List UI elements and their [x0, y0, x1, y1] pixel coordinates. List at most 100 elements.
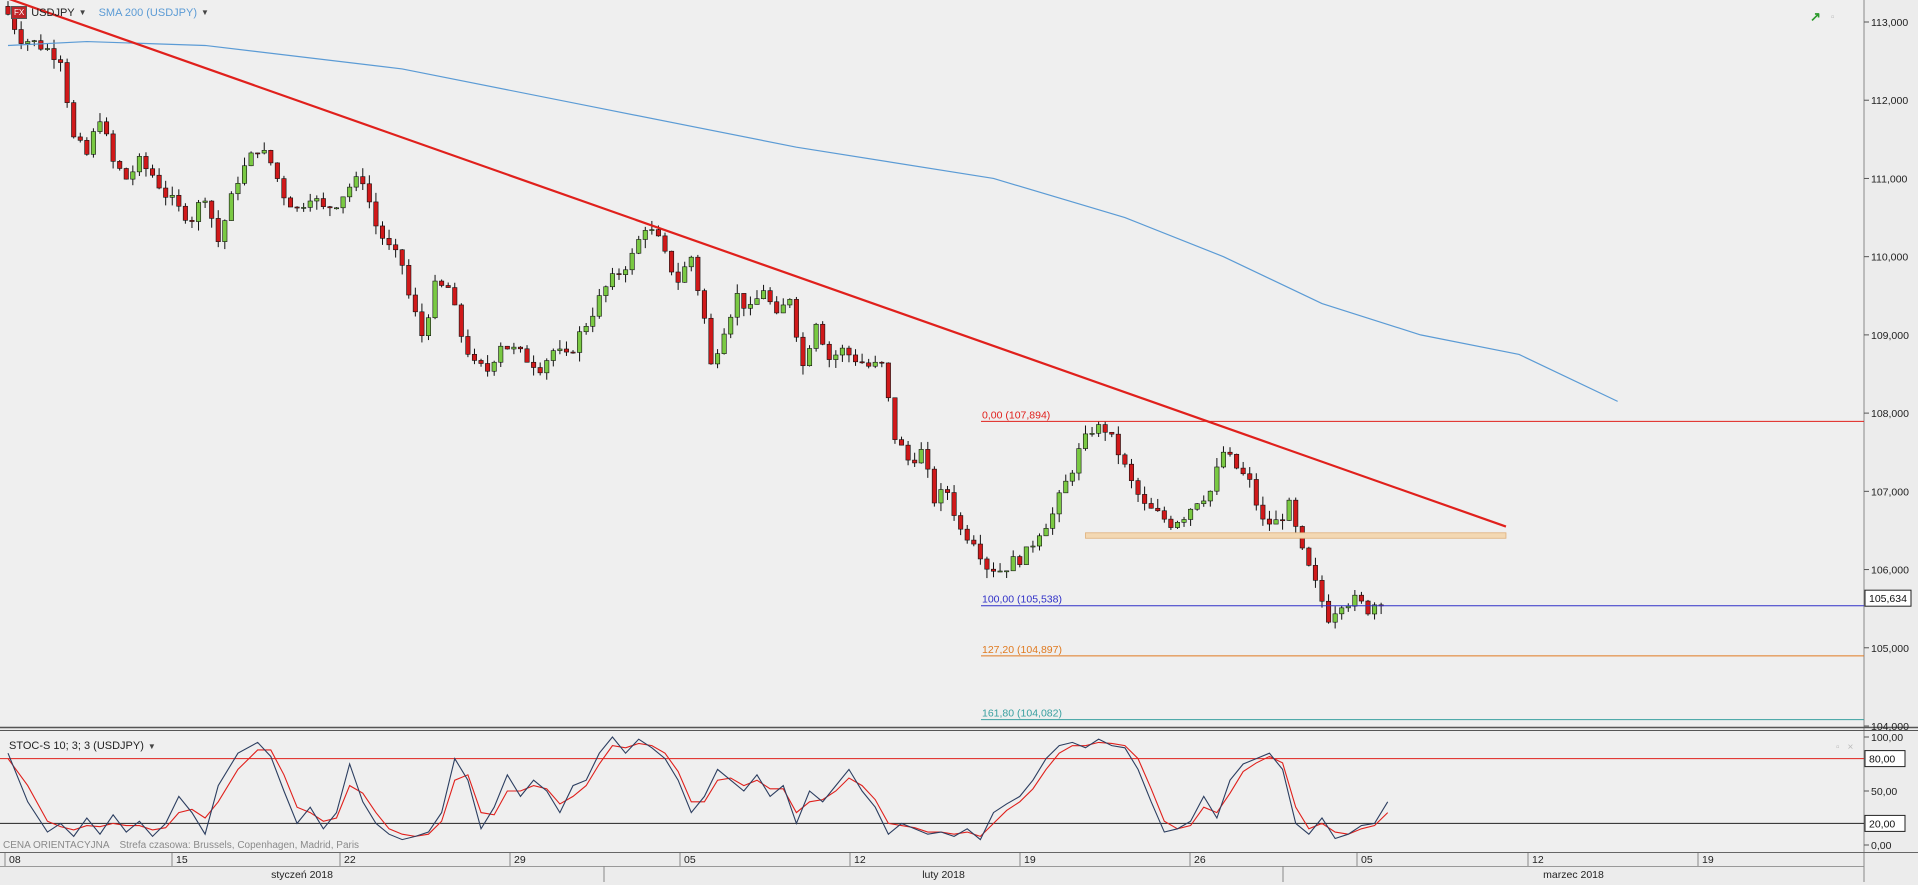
candle-down — [268, 150, 274, 164]
candle-up — [1043, 528, 1049, 537]
price-tick-label: 105,000 — [1871, 643, 1909, 655]
stoch-tick-label: 50,00 — [1871, 786, 1897, 798]
candle-down — [1122, 454, 1128, 465]
candle-up — [997, 570, 1003, 573]
candle-up — [1010, 556, 1016, 572]
candle-down — [360, 176, 366, 185]
candle-up — [425, 317, 431, 336]
candle-up — [261, 150, 267, 154]
candle-up — [1036, 535, 1042, 547]
candle-up — [1076, 448, 1082, 474]
sma-200-line — [7, 40, 1618, 402]
candle-down — [1155, 507, 1161, 512]
candle-down — [458, 304, 464, 337]
candle-up — [629, 252, 635, 271]
downtrend-line — [8, 0, 1507, 528]
candle-down — [84, 140, 90, 155]
candle-down — [695, 256, 701, 291]
stoch-level-box — [1864, 750, 1906, 768]
candle-down — [5, 6, 11, 15]
fib-level-label: 100,00 (105,538) — [982, 594, 1062, 606]
price-pane — [0, 0, 1864, 726]
candle-up — [248, 152, 254, 167]
candle-down — [879, 361, 885, 364]
candle-down — [1135, 480, 1141, 495]
symbol-label[interactable]: USDJPY — [31, 6, 75, 19]
candle-up — [340, 196, 346, 209]
candle-down — [1293, 499, 1299, 527]
candle-down — [182, 205, 188, 221]
candle-down — [945, 489, 951, 493]
candle-up — [25, 41, 31, 44]
candle-down — [669, 250, 675, 273]
candle-down — [1102, 424, 1108, 433]
candle-up — [682, 266, 688, 283]
candle-down — [465, 336, 471, 355]
candle-down — [439, 280, 445, 286]
candle-down — [327, 206, 333, 209]
candle-up — [583, 326, 589, 333]
candle-down — [58, 59, 64, 63]
candle-up — [228, 193, 234, 221]
candle-down — [951, 492, 957, 516]
candle-down — [1358, 594, 1364, 602]
candle-up — [787, 299, 793, 306]
candle-down — [104, 121, 110, 135]
price-tick-label: 111,000 — [1871, 173, 1908, 185]
candle-up — [1201, 500, 1207, 505]
symbol-dropdown-icon[interactable]: ▼ — [78, 8, 87, 17]
trend-icon[interactable]: ↗ — [1810, 9, 1821, 24]
candle-down — [64, 62, 70, 103]
candle-down — [885, 362, 891, 399]
candle-down — [964, 528, 970, 541]
candle-down — [445, 285, 451, 288]
candle-up — [1181, 519, 1187, 523]
stoch-indicator-label[interactable]: STOC-S 10; 3; 3 (USDJPY) — [9, 740, 144, 752]
candle-up — [97, 121, 103, 132]
stoch-dropdown-icon[interactable]: ▼ — [147, 741, 156, 751]
candle-up — [1339, 607, 1345, 615]
candle-up — [1194, 503, 1200, 510]
candle-down — [485, 363, 491, 372]
candle-down — [1017, 556, 1023, 565]
candle-down — [563, 348, 569, 353]
candle-down — [123, 168, 129, 180]
candle-down — [524, 348, 530, 363]
candle-down — [71, 102, 77, 138]
candle-up — [1069, 472, 1075, 482]
candle-up — [432, 280, 438, 319]
candle-down — [117, 161, 123, 169]
candle-down — [971, 539, 977, 545]
candle-down — [373, 201, 379, 227]
candle-up — [1089, 433, 1095, 435]
candle-down — [504, 345, 510, 350]
candle-up — [839, 347, 845, 356]
candle-down — [176, 195, 182, 207]
candle-up — [1082, 433, 1088, 449]
sma-indicator-label[interactable]: SMA 200 (USDJPY) — [98, 6, 197, 19]
candle-down — [1115, 433, 1121, 456]
candle-up — [609, 273, 615, 288]
candle-down — [675, 271, 681, 283]
candle-up — [242, 165, 248, 184]
candle-down — [741, 293, 747, 309]
candle-up — [728, 316, 734, 335]
candle-down — [892, 397, 898, 440]
maximize-icon[interactable]: ▫ — [1830, 11, 1835, 23]
candle-up — [715, 353, 721, 365]
candle-up — [761, 290, 767, 300]
candle-up — [90, 131, 96, 155]
candle-down — [537, 367, 543, 374]
sma-dropdown-icon[interactable]: ▼ — [200, 8, 209, 17]
candle-up — [347, 186, 353, 198]
candle-down — [1227, 451, 1233, 455]
candle-down — [478, 360, 484, 364]
stoch-maximize-icon[interactable]: ▫ — [1836, 742, 1840, 753]
month-label: marzec 2018 — [1543, 869, 1604, 881]
candle-up — [688, 256, 694, 268]
stoch-close-icon[interactable]: × — [1847, 742, 1854, 753]
month-label: styczeń 2018 — [271, 869, 333, 881]
candle-down — [826, 343, 832, 360]
